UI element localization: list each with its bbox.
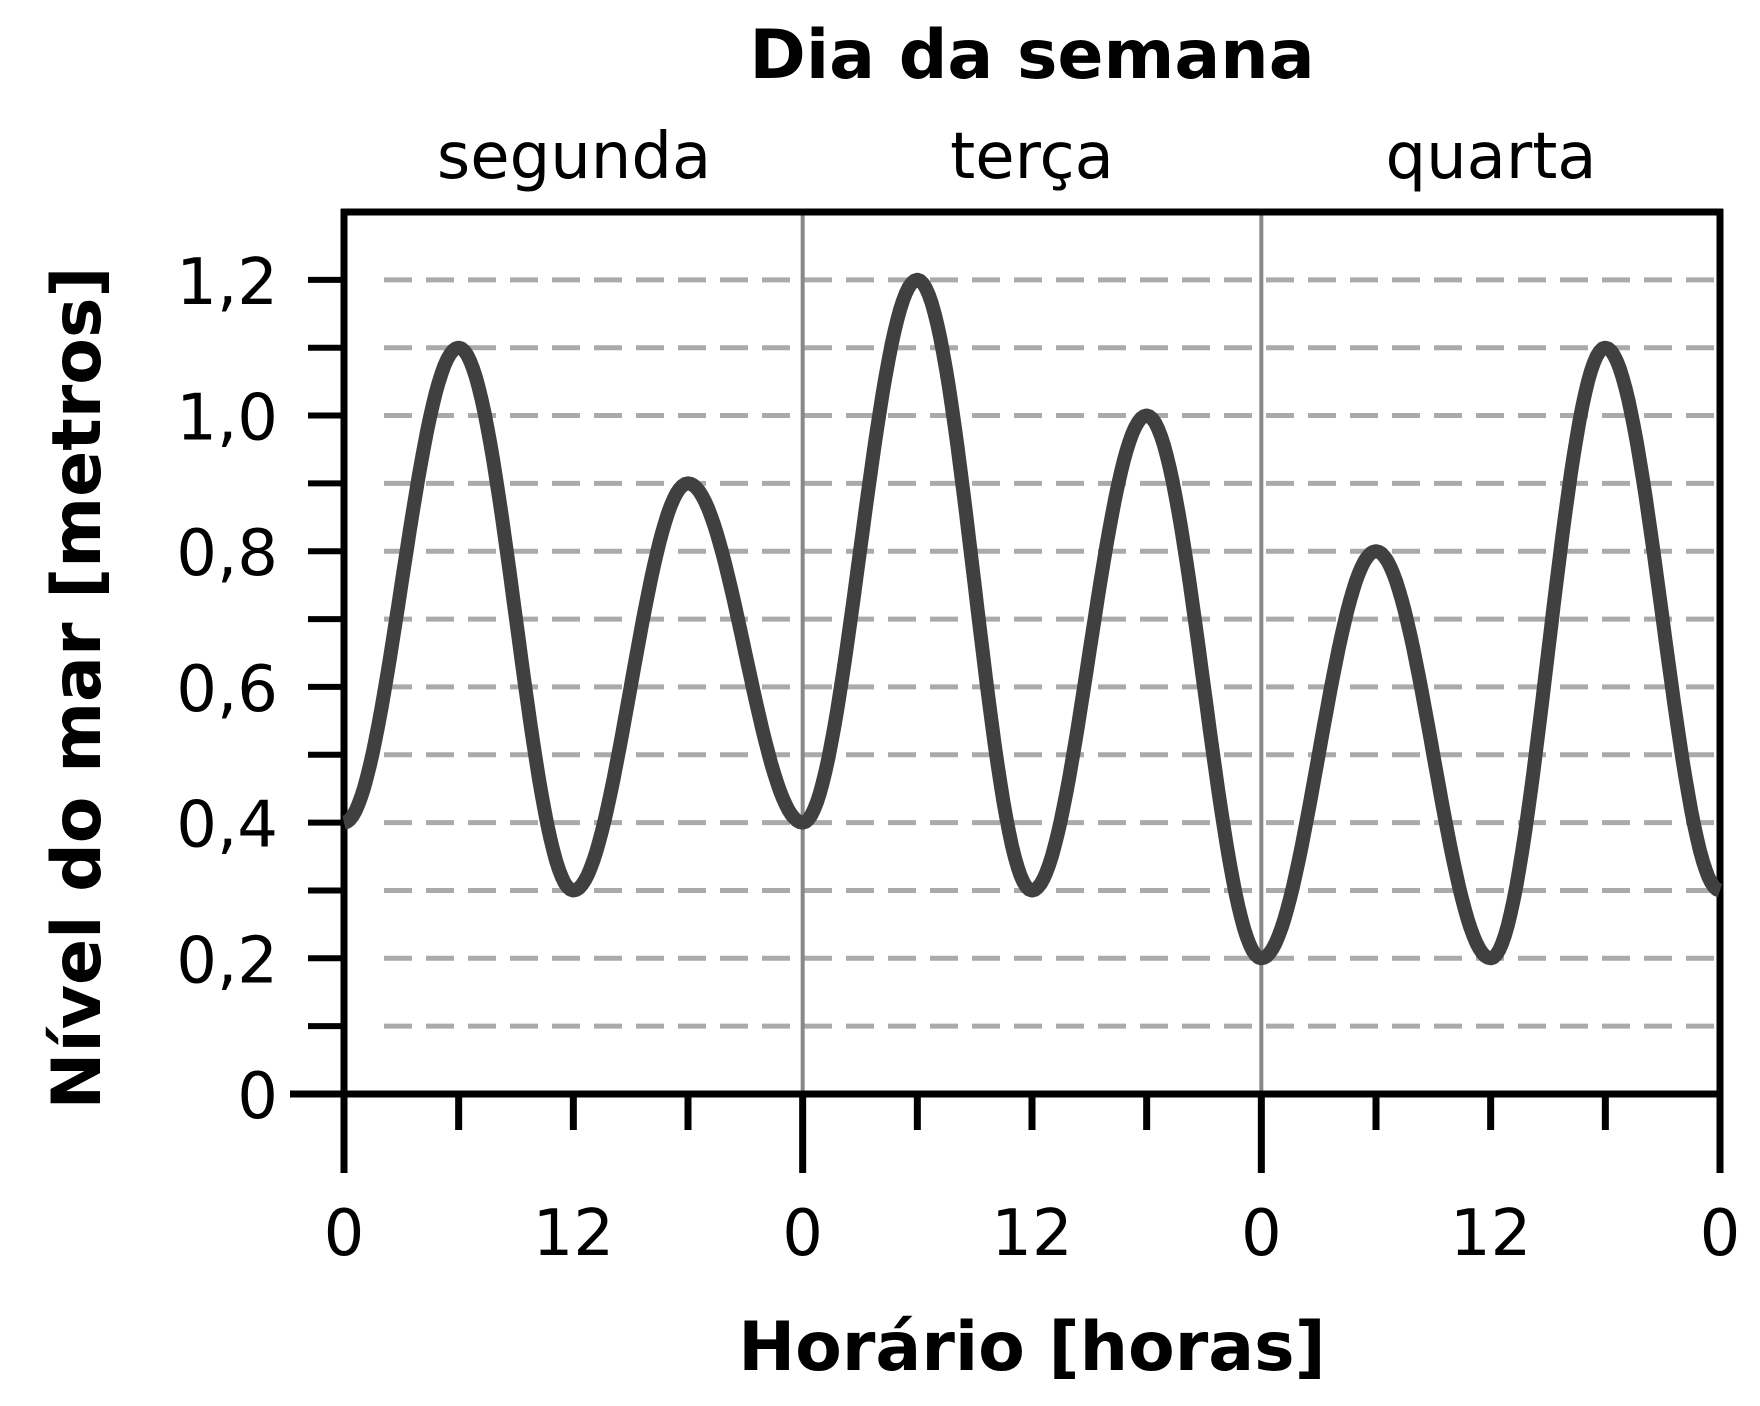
x-tick-label: 0 <box>1700 1197 1741 1271</box>
y-axis-label: Nível do mar [metros] <box>38 266 117 1109</box>
y-tick-label: 0,6 <box>176 653 278 727</box>
x-tick-label: 0 <box>324 1197 365 1271</box>
y-tick-label: 1,0 <box>176 382 278 456</box>
y-tick-label: 0,4 <box>176 789 278 863</box>
x-tick-label: 12 <box>991 1197 1072 1271</box>
x-axis-label: Horário [horas] <box>738 1308 1325 1387</box>
day-label-0: segunda <box>437 120 711 194</box>
x-tick-label: 12 <box>533 1197 614 1271</box>
x-tick-label: 0 <box>1241 1197 1282 1271</box>
x-tick-label: 0 <box>782 1197 823 1271</box>
y-tick-label: 0,8 <box>176 517 278 591</box>
y-tick-label: 0 <box>237 1060 278 1134</box>
y-tick-label: 1,2 <box>176 246 278 320</box>
day-label-2: quarta <box>1385 120 1596 194</box>
sea-level-line <box>339 272 1725 966</box>
y-tick-label: 0,2 <box>176 924 278 998</box>
day-label-1: terça <box>950 120 1114 194</box>
top-title: Dia da semana <box>749 16 1314 95</box>
x-tick-label: 12 <box>1450 1197 1531 1271</box>
